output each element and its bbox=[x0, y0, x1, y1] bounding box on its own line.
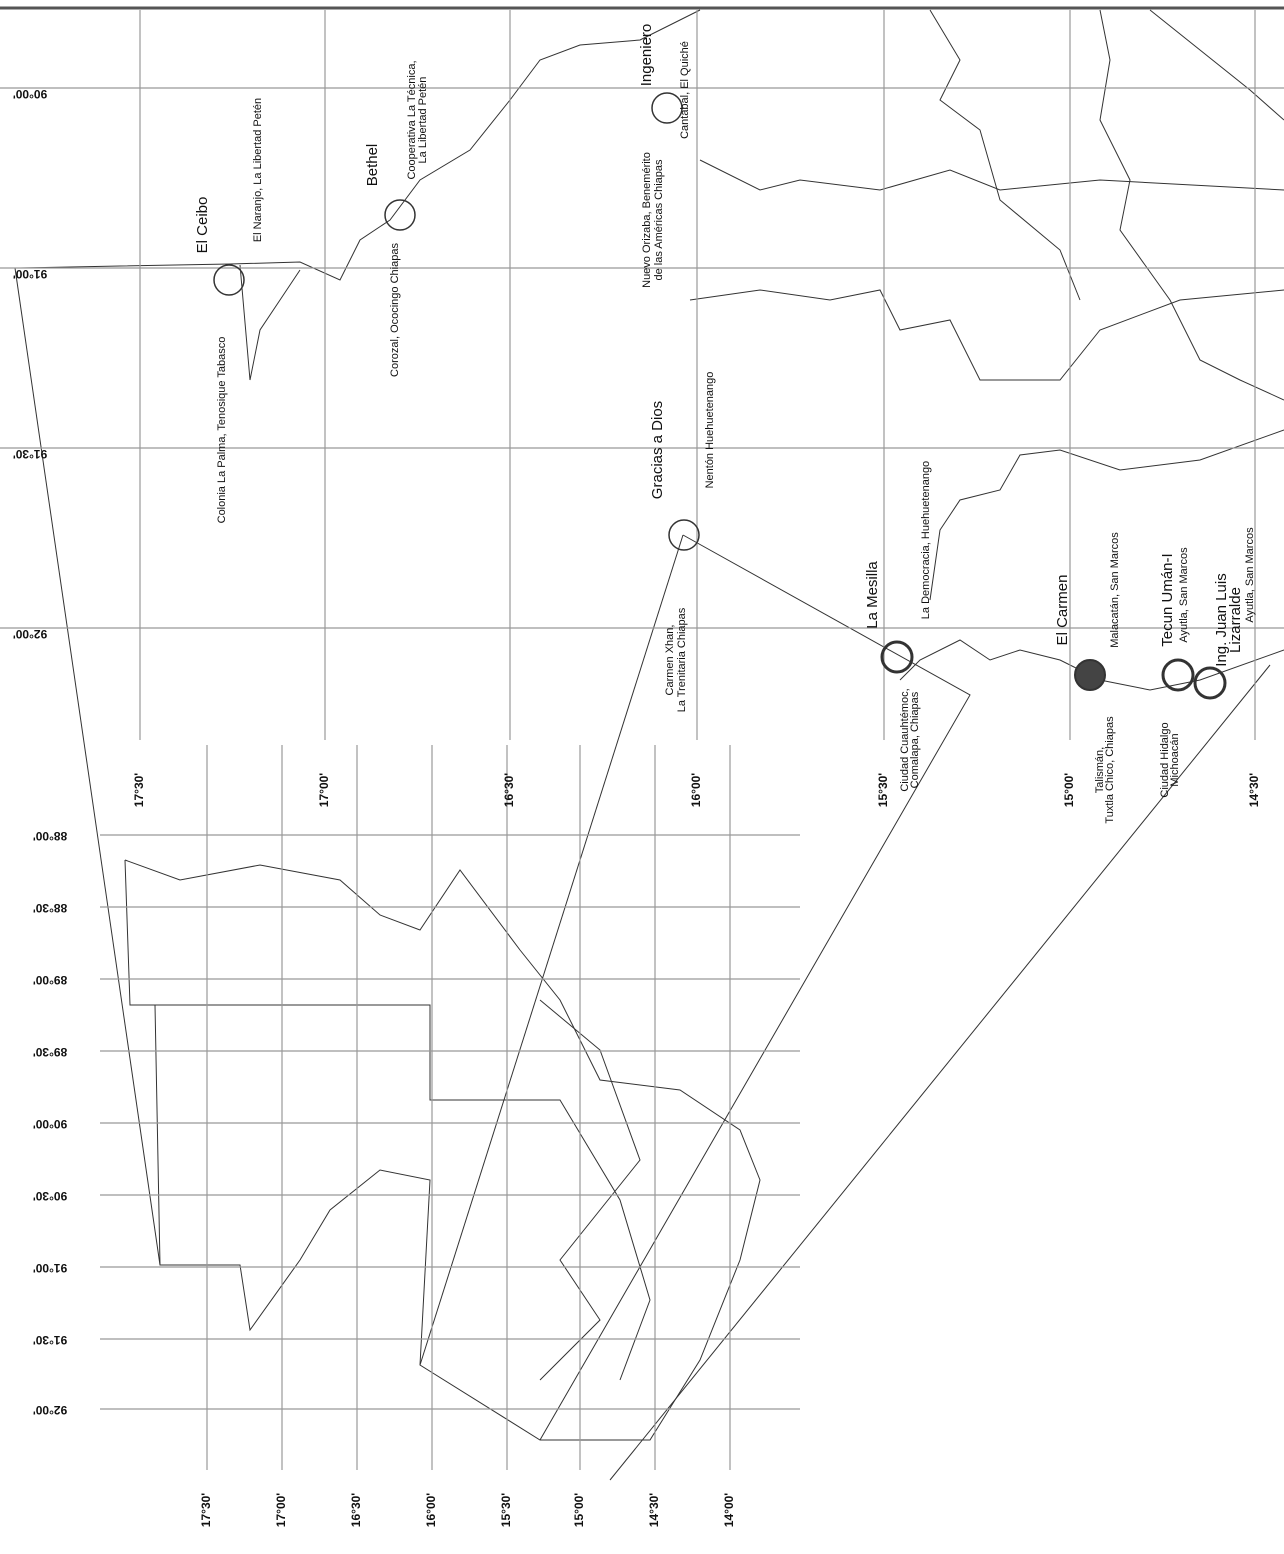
latitude-label: 14°00' bbox=[722, 1493, 736, 1527]
crossing-marker bbox=[1074, 659, 1106, 691]
south-town: de las Américas Chiapas bbox=[653, 159, 665, 281]
crossing-name: El Ceibo bbox=[194, 197, 211, 254]
crossing-name: Bethel bbox=[364, 144, 381, 187]
longitude-label: 90°30' bbox=[33, 1189, 67, 1203]
longitude-label: 88°00' bbox=[33, 829, 67, 843]
crossing-name: Gracias a Dios bbox=[649, 401, 666, 499]
longitude-label: 91°30' bbox=[33, 1333, 67, 1347]
crossing-marker bbox=[1193, 666, 1227, 700]
latitude-label: 16°00' bbox=[689, 773, 703, 807]
crossing-marker bbox=[668, 519, 700, 551]
north-town: La Democracia, Huehuetenango bbox=[920, 461, 932, 619]
crossing-name: La Mesilla bbox=[864, 561, 881, 629]
north-town: Ayutla, San Marcos bbox=[1178, 547, 1190, 643]
latitude-label: 14°30' bbox=[1247, 773, 1261, 807]
south-town: Carmen Xhan, bbox=[664, 625, 676, 696]
latitude-label: 17°30' bbox=[132, 773, 146, 807]
longitude-label: 90°00' bbox=[33, 1117, 67, 1131]
longitude-label: 89°00' bbox=[33, 973, 67, 987]
north-town: El Naranjo, La Libertad Petén bbox=[252, 98, 264, 242]
latitude-label: 17°30' bbox=[199, 1493, 213, 1527]
south-town: Ciudad Cuauhtémoc, bbox=[899, 688, 911, 791]
latitude-label: 17°00' bbox=[274, 1493, 288, 1527]
grid bbox=[0, 10, 1284, 1470]
crossing-name: Ingeniero bbox=[638, 24, 655, 87]
south-town: Talismán, bbox=[1094, 747, 1106, 793]
crossing-marker bbox=[384, 199, 416, 231]
crossing-name: Tecun Umán-I bbox=[1159, 553, 1176, 646]
longitude-label: 88°30' bbox=[33, 901, 67, 915]
longitude-label: 91°30' bbox=[13, 447, 47, 461]
north-town: Cantabal, El Quiché bbox=[679, 41, 691, 139]
crossing-name: Lizarralde bbox=[1227, 587, 1244, 653]
north-town: Nentón Huehuetenango bbox=[704, 372, 716, 489]
crossing-name: Ing. Juan Luis bbox=[1213, 573, 1230, 666]
south-town: Colonia La Palma, Tenosique Tabasco bbox=[216, 337, 228, 524]
south-town: La Trenitaria Chiapas bbox=[676, 607, 688, 712]
latitude-label: 15°30' bbox=[499, 1493, 513, 1527]
latitude-label: 16°30' bbox=[502, 773, 516, 807]
north-town: Cooperativa La Técnica, bbox=[406, 60, 418, 179]
crossing-marker bbox=[880, 640, 914, 674]
latitude-label: 16°30' bbox=[349, 1493, 363, 1527]
crossing-marker bbox=[1161, 658, 1195, 692]
longitude-label: 91°00' bbox=[33, 1261, 67, 1275]
south-town: Corozal, Ococingo Chiapas bbox=[389, 243, 401, 377]
south-town: Michoacán bbox=[1169, 733, 1181, 786]
latitude-label: 15°00' bbox=[572, 1493, 586, 1527]
latitude-label: 16°00' bbox=[424, 1493, 438, 1527]
latitude-label: 15°00' bbox=[1062, 773, 1076, 807]
longitude-label: 89°30' bbox=[33, 1045, 67, 1059]
longitude-label: 90°00' bbox=[13, 87, 47, 101]
longitude-label: 92°00' bbox=[33, 1403, 67, 1417]
north-town: Malacatán, San Marcos bbox=[1109, 532, 1121, 648]
south-town: Comalapa, Chiapas bbox=[909, 691, 921, 788]
crossing-marker bbox=[213, 264, 245, 296]
longitude-label: 91°00' bbox=[13, 267, 47, 281]
south-town: Ciudad Hidalgo bbox=[1159, 722, 1171, 797]
latitude-label: 14°30' bbox=[647, 1493, 661, 1527]
crossing-marker bbox=[651, 92, 683, 124]
north-town: La Libertad Petén bbox=[417, 77, 429, 164]
crossing-name: El Carmen bbox=[1054, 575, 1071, 646]
south-town: Tuxtla Chico, Chiapas bbox=[1104, 716, 1116, 824]
longitude-label: 92°00' bbox=[13, 627, 47, 641]
latitude-label: 15°30' bbox=[876, 773, 890, 807]
north-town: Ayutla, San Marcos bbox=[1244, 527, 1256, 623]
south-town: Nuevo Orizaba, Benemérito bbox=[641, 152, 653, 288]
latitude-label: 17°00' bbox=[317, 773, 331, 807]
borders bbox=[14, 9, 1284, 1481]
labels: 17°30' 17°00' 16°30' 16°00' 15°30' 15°00' 14°3… bbox=[13, 24, 1261, 1527]
